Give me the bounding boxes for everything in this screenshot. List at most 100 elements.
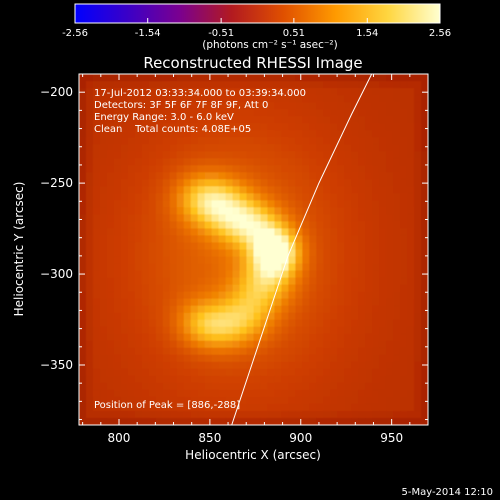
heatmap-cell	[155, 263, 164, 272]
heatmap-cell	[120, 403, 129, 412]
heatmap-cell	[365, 382, 373, 391]
heatmap-cell	[239, 102, 248, 110]
heatmap-cell	[351, 165, 359, 173]
heatmap-cell	[274, 382, 283, 391]
heatmap-cell	[253, 193, 262, 201]
heatmap-cell	[190, 368, 199, 377]
heatmap-cell	[365, 242, 373, 251]
heatmap-cell	[134, 221, 143, 230]
heatmap-cell	[316, 102, 324, 110]
heatmap-cell	[197, 116, 206, 124]
heatmap-cell	[176, 74, 185, 82]
heatmap-cell	[127, 81, 136, 89]
heatmap-cell	[197, 88, 206, 96]
heatmap-cell	[99, 102, 108, 110]
heatmap-cell	[176, 403, 185, 412]
heatmap-cell	[351, 354, 359, 363]
heatmap-cell	[113, 319, 122, 328]
heatmap-cell	[281, 333, 289, 342]
heatmap-cell	[365, 179, 373, 187]
heatmap-cell	[176, 368, 185, 377]
heatmap-cell	[218, 284, 227, 293]
heatmap-cell	[323, 200, 331, 208]
heatmap-cell	[358, 403, 366, 412]
heatmap-cell	[372, 144, 380, 152]
x-tick-label: 800	[108, 431, 131, 445]
heatmap-cell	[295, 123, 303, 131]
heatmap-cell	[421, 144, 428, 152]
heatmap-cell	[197, 312, 206, 321]
heatmap-cell	[106, 312, 115, 321]
heatmap-cell	[127, 319, 136, 328]
heatmap-cell	[218, 95, 227, 103]
heatmap-cell	[141, 403, 150, 412]
heatmap-cell	[92, 95, 101, 103]
heatmap-cell	[113, 340, 122, 349]
heatmap-cell	[120, 123, 129, 131]
heatmap-cell	[183, 144, 192, 152]
heatmap-cell	[225, 340, 234, 349]
heatmap-cell	[169, 88, 178, 96]
heatmap-cell	[79, 123, 87, 131]
heatmap-cell	[190, 298, 199, 307]
heatmap-cell	[344, 333, 352, 342]
heatmap-cell	[414, 389, 422, 398]
heatmap-cell	[316, 340, 324, 349]
heatmap-cell	[358, 375, 366, 384]
heatmap-cell	[92, 179, 101, 187]
heatmap-cell	[204, 81, 213, 89]
heatmap-cell	[386, 396, 394, 405]
heatmap-cell	[379, 207, 387, 215]
heatmap-cell	[197, 172, 206, 180]
heatmap-cell	[85, 361, 94, 370]
heatmap-cell	[295, 396, 303, 405]
heatmap-cell	[421, 116, 428, 124]
heatmap-cell	[421, 130, 428, 138]
heatmap-cell	[302, 116, 310, 124]
heatmap-cell	[106, 235, 115, 244]
heatmap-cell	[113, 263, 122, 272]
heatmap-cell	[372, 361, 380, 370]
heatmap-cell	[176, 144, 185, 152]
heatmap-cell	[421, 200, 428, 208]
heatmap-cell	[148, 116, 157, 124]
heatmap-cell	[372, 193, 380, 201]
heatmap-cell	[421, 333, 428, 342]
y-tick-label: −350	[40, 358, 73, 372]
heatmap-cell	[344, 151, 352, 159]
heatmap-cell	[358, 200, 366, 208]
heatmap-cell	[190, 88, 199, 96]
heatmap-cell	[232, 165, 241, 173]
heatmap-cell	[372, 389, 380, 398]
heatmap-cell	[400, 144, 408, 152]
heatmap-cell	[239, 221, 248, 230]
heatmap-cell	[330, 291, 338, 300]
heatmap-cell	[204, 214, 213, 223]
heatmap-cell	[400, 88, 408, 96]
heatmap-cell	[85, 389, 94, 398]
heatmap-cell	[407, 144, 415, 152]
heatmap-cell	[127, 354, 136, 363]
heatmap-cell	[99, 81, 108, 89]
heatmap-cell	[400, 172, 408, 180]
heatmap-cell	[337, 347, 345, 356]
heatmap-cell	[414, 305, 422, 314]
heatmap-cell	[246, 137, 255, 145]
annotation-detectors: Detectors: 3F 5F 6F 7F 8F 9F, Att 0	[94, 100, 268, 111]
heatmap-cell	[316, 123, 324, 131]
heatmap-cell	[204, 396, 213, 405]
heatmap-cell	[176, 382, 185, 391]
heatmap-cell	[400, 249, 408, 258]
heatmap-cell	[197, 95, 206, 103]
heatmap-cell	[295, 291, 303, 300]
heatmap-cell	[358, 172, 366, 180]
heatmap-cell	[267, 375, 276, 384]
heatmap-cell	[218, 263, 227, 272]
heatmap-cell	[260, 270, 269, 279]
heatmap-cell	[253, 109, 262, 117]
heatmap-cell	[379, 158, 387, 166]
heatmap-cell	[204, 354, 213, 363]
heatmap-cell	[365, 109, 373, 117]
heatmap-cell	[344, 172, 352, 180]
heatmap-cell	[421, 417, 428, 425]
